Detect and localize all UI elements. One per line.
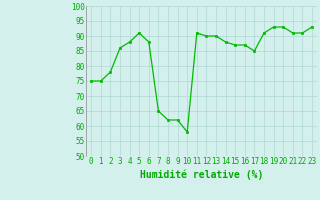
X-axis label: Humidité relative (%): Humidité relative (%)	[140, 169, 263, 180]
